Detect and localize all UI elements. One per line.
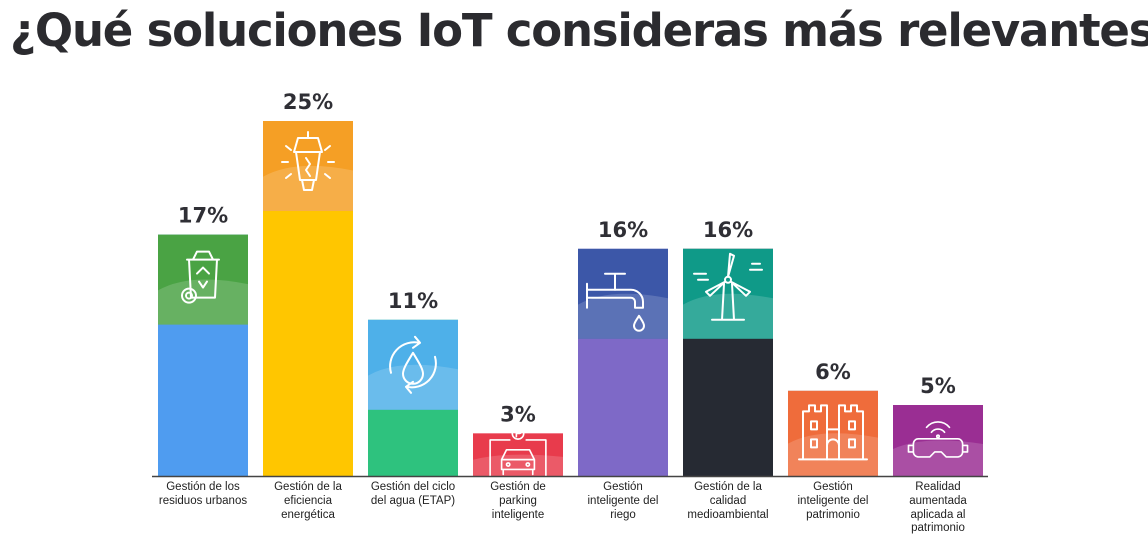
castle-icon — [798, 404, 868, 461]
value-label-4: 3% — [500, 402, 536, 426]
bar-cap-wave-8 — [893, 440, 983, 476]
value-label-3: 11% — [388, 289, 438, 313]
value-label-6: 16% — [703, 218, 753, 242]
value-label-8: 5% — [920, 374, 956, 398]
recycle-bin-icon — [181, 250, 220, 304]
category-label-3: Gestión del ciclo del agua (ETAP) — [370, 481, 456, 507]
value-label-2: 25% — [283, 90, 333, 114]
faucet-icon — [586, 272, 645, 332]
category-label-6: Gestión de la calidad medioambiental — [687, 481, 769, 521]
value-label-5: 16% — [598, 218, 648, 242]
bar-cap-wave-4 — [473, 454, 563, 476]
category-label-8: Realidad aumentada aplicada al patrimoni… — [909, 481, 967, 535]
bar-cap-wave-6 — [683, 293, 773, 339]
wind-turbine-icon — [693, 252, 763, 321]
value-label-1: 17% — [178, 204, 228, 228]
parking-car-icon — [489, 426, 547, 481]
vr-headset-icon — [907, 421, 969, 458]
category-label-5: Gestión inteligente del riego — [587, 481, 659, 521]
street-lamp-icon — [281, 131, 335, 191]
bar-cap-3 — [368, 319, 458, 410]
category-label-2: Gestión de la eficiencia energética — [274, 481, 342, 521]
bar-cap-8 — [893, 405, 983, 476]
value-label-7: 6% — [815, 360, 851, 384]
water-cycle-icon — [389, 335, 437, 394]
category-label-7: Gestión inteligente del patrimonio — [797, 481, 869, 521]
bar-cap-5 — [578, 248, 668, 339]
bar-cap-1 — [158, 234, 248, 325]
category-label-1: Gestión de los residuos urbanos — [158, 481, 248, 507]
category-label-4: Gestión de parking inteligente — [490, 481, 546, 521]
chart-title: ¿Qué soluciones IoT consideras más relev… — [10, 4, 1148, 57]
bar-cap-wave-5 — [578, 293, 668, 339]
bar-cap-wave-1 — [158, 279, 248, 325]
